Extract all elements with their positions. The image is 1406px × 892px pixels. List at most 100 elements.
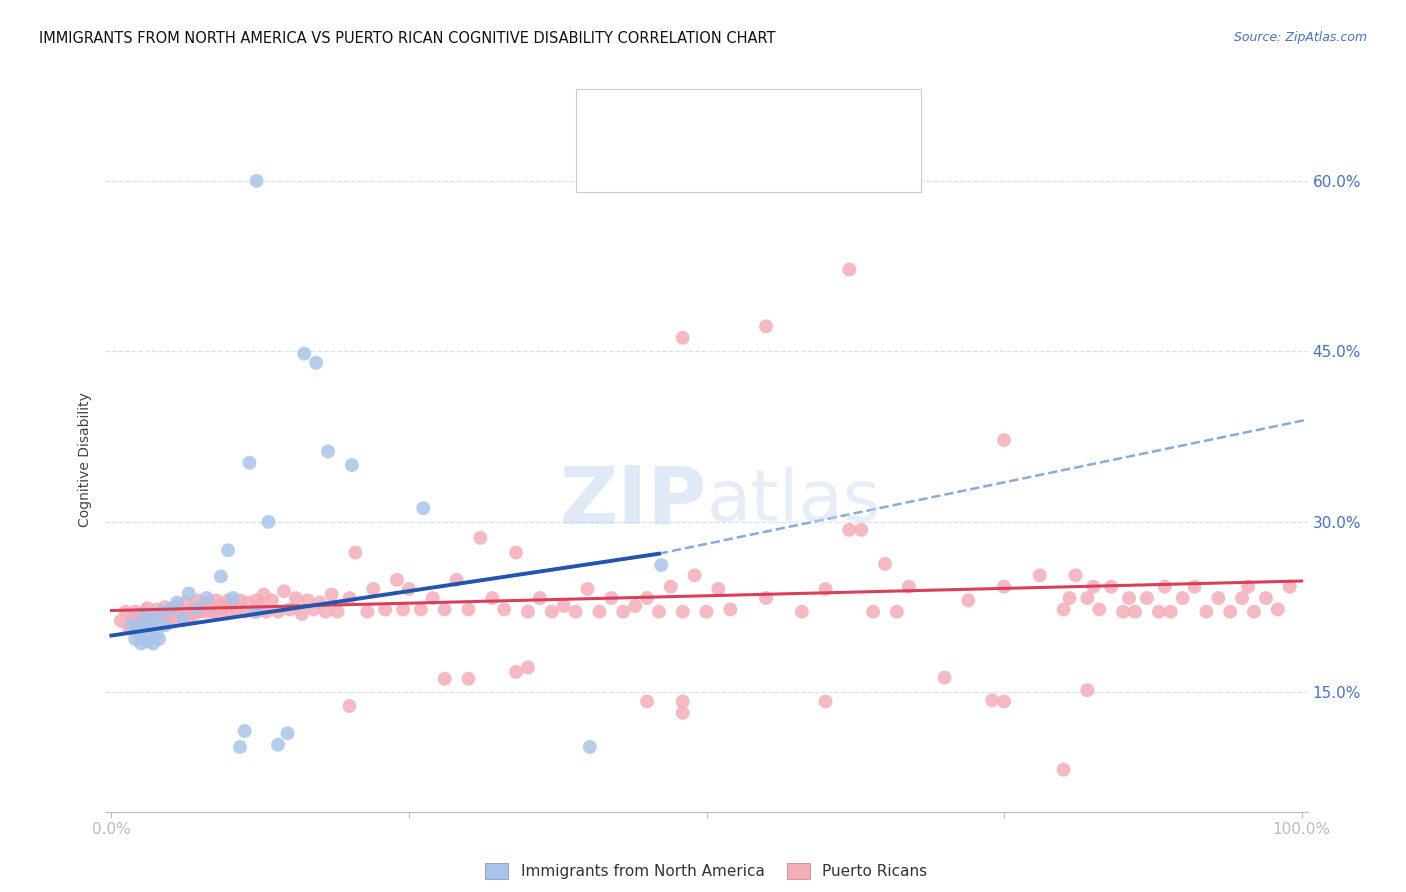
Point	[118, 622, 141, 636]
Text: 0.158: 0.158	[688, 153, 738, 168]
Point	[134, 605, 156, 619]
Point	[186, 593, 208, 607]
Point	[193, 598, 215, 612]
Point	[790, 605, 813, 619]
Point	[851, 523, 873, 537]
Point	[862, 605, 884, 619]
Point	[249, 598, 271, 612]
Point	[433, 602, 456, 616]
Point	[136, 601, 159, 615]
Point	[124, 632, 146, 646]
Point	[267, 738, 290, 752]
Point	[305, 356, 328, 370]
Point	[148, 614, 170, 628]
Point	[222, 591, 245, 605]
Point	[433, 672, 456, 686]
Point	[278, 602, 301, 616]
Point	[209, 598, 232, 612]
Point	[1123, 605, 1146, 619]
Point	[138, 615, 160, 630]
Point	[564, 605, 586, 619]
Point	[494, 602, 516, 616]
Point	[207, 607, 229, 621]
Point	[219, 605, 242, 619]
Point	[177, 610, 200, 624]
Point	[1171, 591, 1194, 605]
Point	[339, 699, 361, 714]
Text: R =: R =	[645, 153, 681, 168]
Point	[229, 739, 252, 754]
Point	[1208, 591, 1230, 605]
Point	[172, 611, 194, 625]
Point	[169, 610, 191, 624]
Point	[672, 605, 695, 619]
Point	[172, 605, 194, 619]
Point	[672, 706, 695, 720]
Point	[257, 515, 280, 529]
Point	[838, 523, 860, 537]
Point	[233, 605, 256, 619]
Text: 0.183: 0.183	[688, 113, 738, 128]
Point	[129, 628, 152, 642]
Point	[253, 588, 276, 602]
Point	[160, 605, 183, 619]
Point	[1136, 591, 1159, 605]
Point	[1153, 580, 1175, 594]
Point	[1083, 580, 1105, 594]
Text: R =: R =	[645, 113, 681, 128]
Point	[246, 593, 269, 607]
Point	[302, 602, 325, 616]
Point	[186, 601, 208, 615]
Point	[409, 602, 432, 616]
Point	[636, 694, 658, 708]
Point	[505, 545, 527, 559]
Text: IMMIGRANTS FROM NORTH AMERICA VS PUERTO RICAN COGNITIVE DISABILITY CORRELATION C: IMMIGRANTS FROM NORTH AMERICA VS PUERTO …	[39, 31, 776, 46]
Point	[361, 582, 384, 596]
Text: 143: 143	[789, 153, 823, 168]
Point	[225, 602, 247, 616]
Point	[624, 599, 647, 613]
Point	[114, 605, 136, 619]
Point	[142, 613, 165, 627]
Point	[238, 456, 260, 470]
Point	[517, 660, 540, 674]
Point	[1267, 602, 1289, 616]
Point	[374, 602, 396, 616]
Point	[150, 605, 173, 619]
Point	[190, 605, 212, 619]
Point	[124, 605, 146, 619]
Point	[457, 602, 479, 616]
Point	[177, 586, 200, 600]
Point	[166, 599, 188, 613]
Point	[292, 346, 315, 360]
Point	[718, 602, 741, 616]
Point	[254, 605, 277, 619]
Point	[340, 458, 363, 472]
Point	[198, 596, 221, 610]
Point	[277, 726, 299, 740]
Point	[316, 444, 339, 458]
Point	[814, 582, 837, 596]
Text: atlas: atlas	[707, 467, 882, 536]
Point	[981, 693, 1004, 707]
Point	[1243, 605, 1265, 619]
Point	[129, 610, 152, 624]
Point	[957, 593, 980, 607]
Point	[576, 582, 599, 596]
Point	[897, 580, 920, 594]
Text: 41: 41	[789, 113, 817, 128]
Point	[993, 694, 1015, 708]
Point	[142, 636, 165, 650]
Point	[1029, 568, 1052, 582]
Point	[127, 624, 149, 638]
Point	[636, 591, 658, 605]
Point	[181, 602, 204, 616]
Point	[121, 611, 143, 625]
Point	[160, 601, 183, 615]
Point	[138, 618, 160, 632]
Point	[157, 615, 180, 630]
Point	[262, 593, 284, 607]
Point	[1230, 591, 1253, 605]
Point	[153, 618, 176, 632]
Point	[150, 607, 173, 621]
